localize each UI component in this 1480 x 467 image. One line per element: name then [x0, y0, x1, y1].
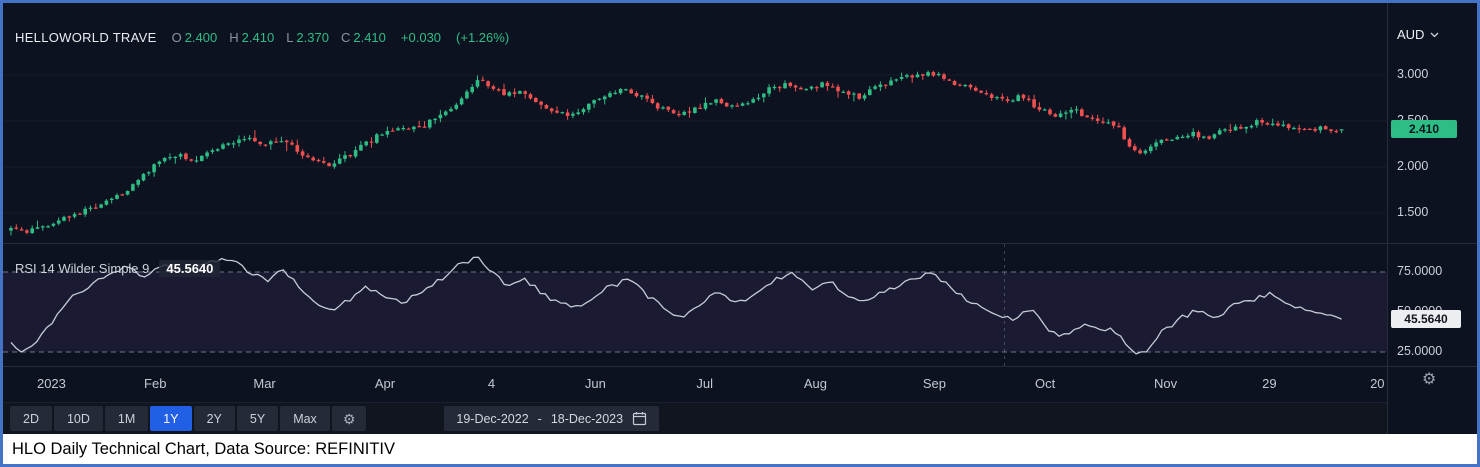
x-axis-label: 29	[1262, 376, 1277, 391]
trading-chart-app: HELLOWORLD TRAVE O 2.400 H 2.410 L 2.370 C 2.41…	[3, 3, 1477, 434]
price-tick-label: 2.000	[1397, 159, 1429, 173]
calendar-icon	[632, 412, 647, 426]
x-axis-label: 2023	[36, 376, 66, 391]
ohlc-field-c: C 2.410	[340, 30, 386, 45]
range-button-group: 2D 10D 1M 1Y 2Y 5Y Max	[10, 406, 330, 431]
candle-bodies-up	[9, 72, 1344, 234]
candle-wicks-up	[10, 70, 1343, 236]
rsi-band	[3, 272, 1387, 352]
x-axis-label: Apr	[374, 376, 396, 391]
range-button-2y[interactable]: 2Y	[193, 406, 235, 431]
chart-settings-button[interactable]: ⚙	[331, 406, 367, 431]
instrument-name: HELLOWORLD TRAVE	[15, 30, 157, 45]
price-tick-label: 1.500	[1397, 205, 1429, 219]
x-axis-label: Jul	[696, 376, 713, 391]
axis-divider	[1388, 243, 1477, 244]
ohlc-field-h: H 2.410	[229, 30, 275, 45]
ohlc-values: O 2.400 H 2.410 L 2.370 C 2.410	[172, 30, 386, 45]
x-axis-label: 4	[487, 376, 496, 391]
candlestick-chart-canvas[interactable]	[3, 3, 1387, 243]
caption-text: HLO Daily Technical Chart, Data Source: …	[12, 439, 395, 458]
range-button-10d[interactable]: 10D	[53, 406, 103, 431]
x-axis-label: Aug	[803, 376, 827, 391]
rsi-panel[interactable]: RSI 14 Wilder Simple 9 45.5640	[3, 243, 1387, 366]
currency-label: AUD	[1397, 27, 1425, 42]
date-to: 18-Dec-2023	[550, 411, 624, 426]
x-axis-label: Nov	[1153, 376, 1178, 391]
rsi-chart-canvas[interactable]	[3, 244, 1387, 366]
caption-bar: HLO Daily Technical Chart, Data Source: …	[3, 434, 1477, 464]
ohlc-field-o: O 2.400	[171, 30, 218, 45]
rsi-tick-label: 25.0000	[1397, 344, 1443, 358]
x-axis-label: Mar	[253, 376, 276, 391]
axis-divider	[1388, 366, 1477, 367]
x-axis-label: Sep	[922, 376, 946, 391]
rsi-tick-label: 75.0000	[1397, 264, 1443, 278]
rsi-value-badge: 45.5640	[1391, 310, 1461, 329]
price-tick-label: 3.000	[1397, 67, 1429, 81]
chart-toolbar: 2D 10D 1M 1Y 2Y 5Y Max ⚙ 19-Dec-2022 - 18-Dec-…	[3, 402, 1387, 434]
date-from: 19-Dec-2022	[456, 411, 529, 426]
axis-settings-gear-icon[interactable]: ⚙	[1422, 371, 1437, 388]
last-price-badge: 2.410	[1391, 120, 1457, 139]
date-range-separator: -	[537, 411, 542, 426]
range-button-1m[interactable]: 1M	[104, 406, 149, 431]
gear-icon: ⚙	[342, 410, 356, 427]
range-button-max[interactable]: Max	[280, 406, 330, 431]
instrument-header: HELLOWORLD TRAVE O 2.400 H 2.410 L 2.370 C 2.41…	[15, 30, 509, 45]
x-axis-label: Oct	[1035, 376, 1056, 391]
candle-bodies-down	[14, 72, 1339, 233]
rsi-current-value: 45.5640	[159, 260, 221, 277]
time-axis[interactable]: 2023 Feb Mar Apr 4 Jun Jul Aug Sep Oct Nov 29 20	[3, 366, 1387, 402]
ohlc-field-l: L 2.370	[286, 30, 329, 45]
date-range-picker[interactable]: 19-Dec-2022 - 18-Dec-2023	[444, 406, 660, 431]
chart-plots: HELLOWORLD TRAVE O 2.400 H 2.410 L 2.370 C 2.41…	[3, 3, 1387, 434]
x-axis-label: 20	[1370, 376, 1385, 391]
rsi-header: RSI 14 Wilder Simple 9 45.5640	[15, 260, 221, 277]
price-change-pct: (+1.26%)	[456, 30, 510, 45]
price-panel[interactable]: HELLOWORLD TRAVE O 2.400 H 2.410 L 2.370 C 2.41…	[3, 3, 1387, 243]
rsi-label: RSI 14 Wilder Simple 9	[15, 261, 150, 276]
chevron-down-icon	[1430, 32, 1439, 37]
x-axis-label: Jun	[584, 376, 606, 391]
range-button-1y[interactable]: 1Y	[150, 406, 192, 431]
range-button-5y[interactable]: 5Y	[236, 406, 279, 431]
x-axis-label: Feb	[144, 376, 167, 391]
price-change: +0.030	[400, 30, 442, 45]
rsi-line	[10, 256, 1342, 355]
currency-selector[interactable]: AUD	[1397, 27, 1439, 42]
range-button-2d[interactable]: 2D	[10, 406, 52, 431]
